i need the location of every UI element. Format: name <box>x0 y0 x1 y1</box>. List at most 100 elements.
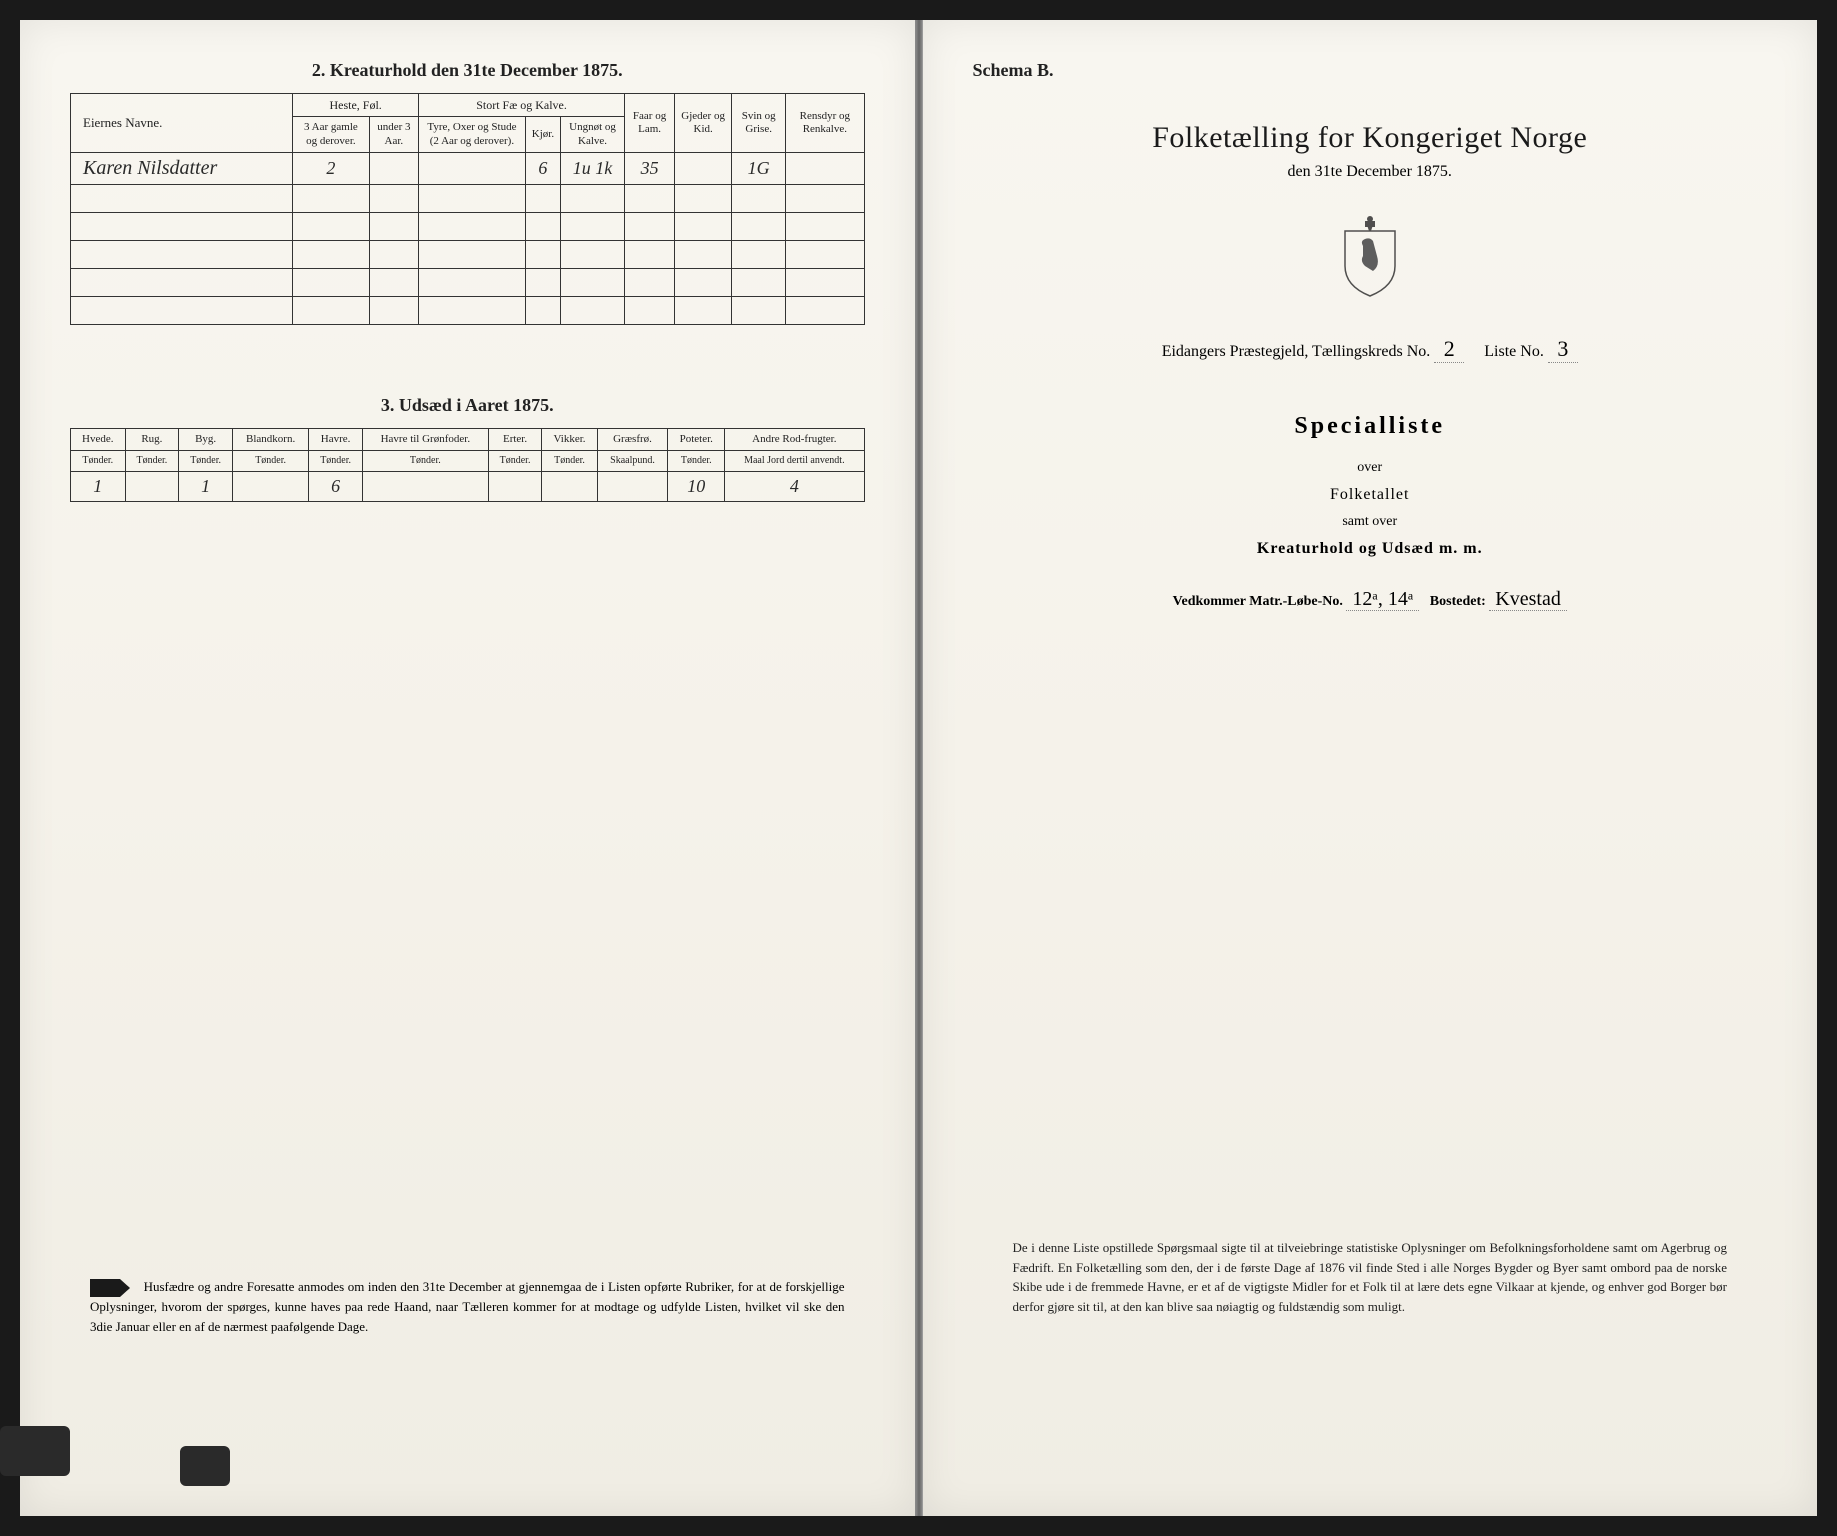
cell <box>293 212 369 240</box>
cell: 1G <box>732 152 786 184</box>
section3-title: 3. Udsæd i Aaret 1875. <box>70 395 865 416</box>
owner-cell <box>71 240 293 268</box>
left-footer: Husfædre og andre Foresatte anmodes om i… <box>90 1277 845 1336</box>
matr-label1: Vedkommer Matr.-Løbe-No. <box>1173 594 1343 609</box>
section2-title: 2. Kreaturhold den 31te December 1875. <box>70 60 865 81</box>
seed-unit-header: Tønder. <box>309 450 363 471</box>
owner-cell <box>71 184 293 212</box>
cell <box>732 184 786 212</box>
cell <box>561 240 625 268</box>
pointer-icon <box>90 1279 130 1297</box>
heste-b: under 3 Aar. <box>369 117 418 152</box>
seed-col-header: Hvede. <box>71 428 126 450</box>
right-page: Schema B. Folketælling for Kongeriget No… <box>922 20 1818 1516</box>
cell: 2 <box>293 152 369 184</box>
cell <box>732 212 786 240</box>
cell <box>525 296 560 324</box>
matr-label2: Bostedet: <box>1430 594 1486 609</box>
cell <box>732 240 786 268</box>
seed-unit-header: Maal Jord dertil anvendt. <box>725 450 864 471</box>
seed-cell: 1 <box>179 471 233 501</box>
cell <box>293 184 369 212</box>
right-footer-text: De i denne Liste opstillede Spørgsmaal s… <box>993 1238 1748 1316</box>
gjeder-header: Gjeder og Kid. <box>675 94 732 153</box>
seed-col-header: Vikker. <box>542 428 597 450</box>
seed-col-header: Andre Rod-frugter. <box>725 428 864 450</box>
schema-label: Schema B. <box>973 60 1768 81</box>
seed-table: Hvede.Rug.Byg.Blandkorn.Havre.Havre til … <box>70 428 865 502</box>
cell <box>786 240 864 268</box>
seed-col-header: Havre. <box>309 428 363 450</box>
seed-col-header: Erter. <box>488 428 542 450</box>
seed-cell <box>488 471 542 501</box>
left-footer-text: Husfædre og andre Foresatte anmodes om i… <box>90 1279 845 1334</box>
stort-a: Tyre, Oxer og Stude (2 Aar og derover). <box>419 117 526 152</box>
cell <box>419 152 526 184</box>
cell <box>561 268 625 296</box>
table-row: Karen Nilsdatter 2 6 1u 1k 35 1G <box>71 152 865 184</box>
cell <box>786 152 864 184</box>
heste-a: 3 Aar gamle og derover. <box>293 117 369 152</box>
seed-cell <box>125 471 179 501</box>
seed-unit-header: Tønder. <box>488 450 542 471</box>
matr-val1: 12ᵃ, 14ᵃ <box>1346 588 1419 611</box>
cell <box>786 212 864 240</box>
left-page: 2. Kreaturhold den 31te December 1875. E… <box>20 20 916 1516</box>
livestock-table: Eiernes Navne. Heste, Føl. Stort Fæ og K… <box>70 93 865 325</box>
district-line: Eidangers Præstegjeld, Tællingskreds No.… <box>973 336 1768 363</box>
cell <box>732 296 786 324</box>
cell <box>561 184 625 212</box>
cell <box>625 268 675 296</box>
owner-cell: Karen Nilsdatter <box>71 152 293 184</box>
seed-col-header: Havre til Grønfoder. <box>362 428 488 450</box>
seed-cell: 4 <box>725 471 864 501</box>
cell <box>525 240 560 268</box>
district-prefix: Eidangers Præstegjeld, Tællingskreds No. <box>1162 343 1431 360</box>
cell <box>369 296 418 324</box>
liste-number: 3 <box>1548 336 1578 363</box>
matr-line: Vedkommer Matr.-Løbe-No. 12ᵃ, 14ᵃ Bosted… <box>973 588 1768 611</box>
cell <box>675 296 732 324</box>
owner-header: Eiernes Navne. <box>71 94 293 153</box>
cell <box>786 296 864 324</box>
liste-label: Liste No. <box>1484 343 1544 360</box>
cell <box>675 240 732 268</box>
seed-unit-header: Tønder. <box>232 450 308 471</box>
seed-unit-header: Tønder. <box>125 450 179 471</box>
owner-cell <box>71 296 293 324</box>
owner-cell <box>71 212 293 240</box>
seed-col-header: Poteter. <box>668 428 725 450</box>
seed-col-header: Blandkorn. <box>232 428 308 450</box>
seed-cell: 10 <box>668 471 725 501</box>
clip-shadow <box>180 1446 230 1486</box>
seed-cell <box>362 471 488 501</box>
heste-group: Heste, Føl. <box>293 94 419 117</box>
cell <box>525 212 560 240</box>
folketallet-label: Folketallet <box>973 486 1768 504</box>
seed-col-header: Græsfrø. <box>597 428 668 450</box>
seed-unit-header: Tønder. <box>71 450 126 471</box>
table-row <box>71 184 865 212</box>
cell <box>625 184 675 212</box>
samt-label: samt over <box>973 514 1768 530</box>
coat-of-arms <box>973 211 1768 306</box>
cell <box>625 296 675 324</box>
matr-val2: Kvestad <box>1489 588 1567 611</box>
seed-unit-header: Tønder. <box>542 450 597 471</box>
specialliste-title: Specialliste <box>973 413 1768 440</box>
cell: 6 <box>525 152 560 184</box>
clip-shadow <box>0 1426 70 1476</box>
cell <box>625 212 675 240</box>
cell <box>369 268 418 296</box>
cell <box>419 268 526 296</box>
seed-cell <box>232 471 308 501</box>
owner-cell <box>71 268 293 296</box>
census-title: Folketælling for Kongeriget Norge den 31… <box>973 121 1768 181</box>
seed-col-header: Byg. <box>179 428 233 450</box>
cell <box>369 212 418 240</box>
table-row <box>71 240 865 268</box>
main-title: Folketælling for Kongeriget Norge <box>973 121 1768 155</box>
cell <box>369 184 418 212</box>
cell <box>369 152 418 184</box>
over-label: over <box>973 460 1768 476</box>
